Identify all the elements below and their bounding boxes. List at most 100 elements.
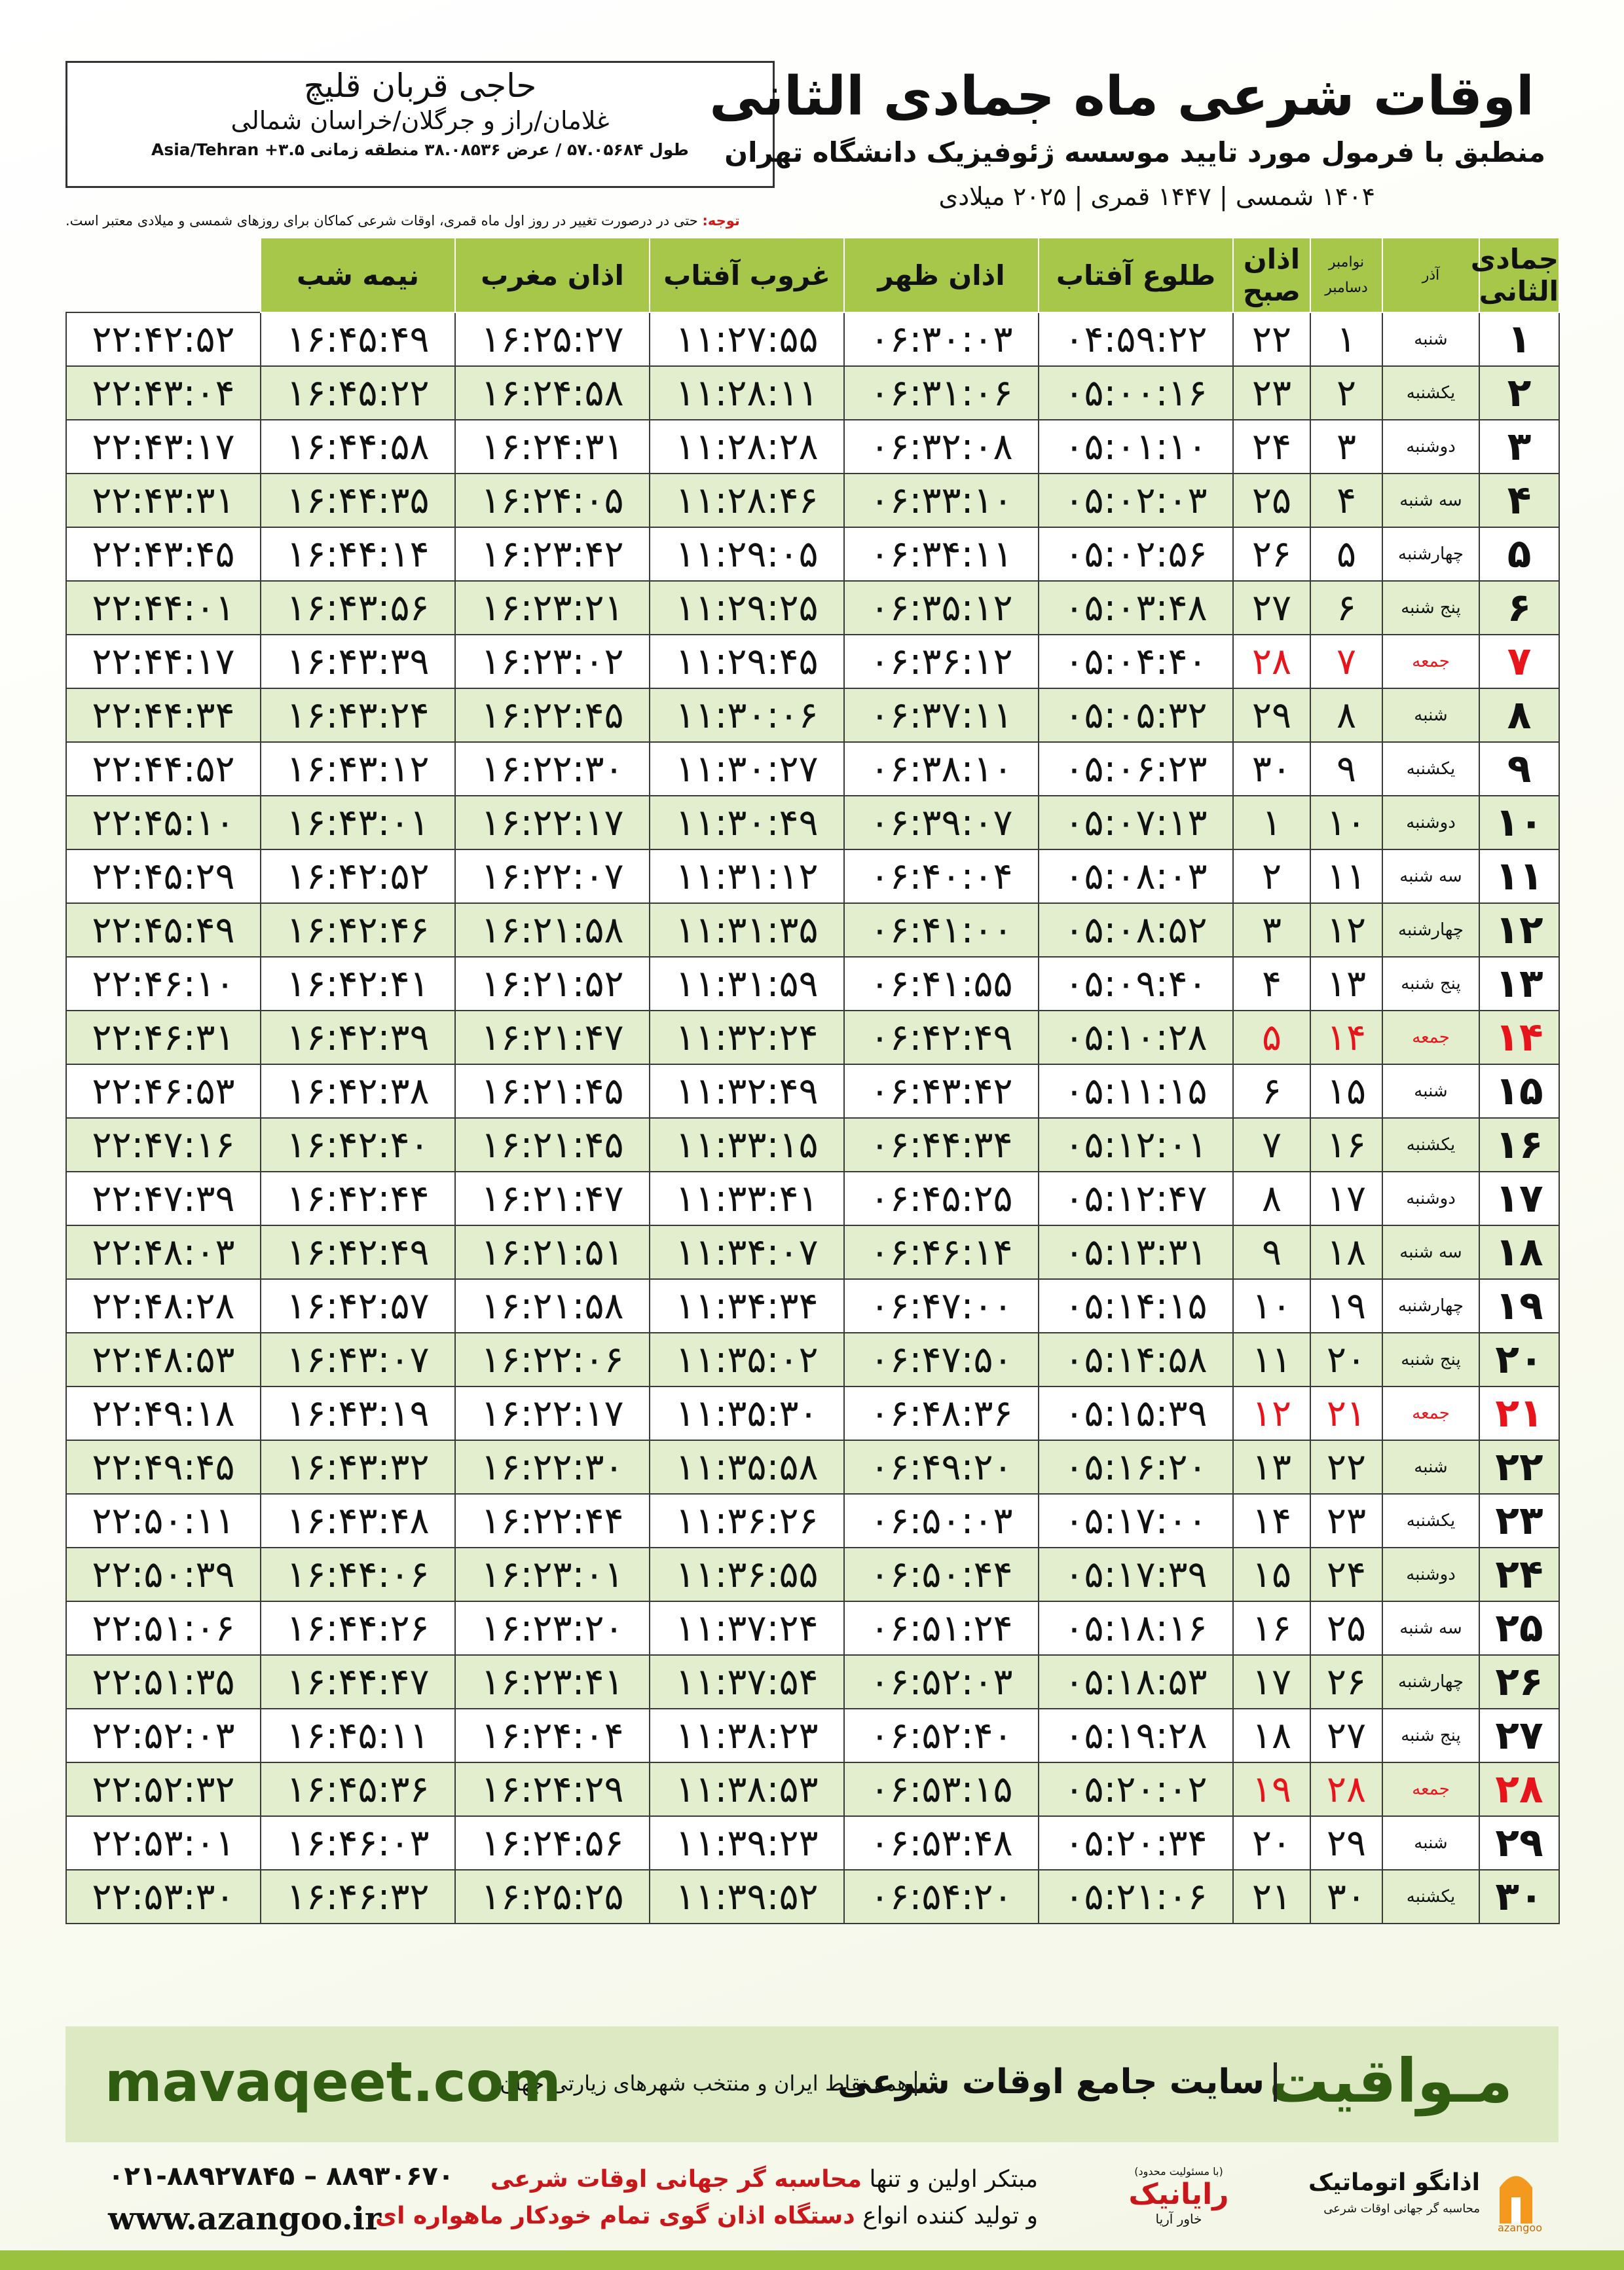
table-cell: ۰۵:۱۱:۱۵	[1038, 1064, 1234, 1119]
table-cell: ۰۴:۵۹:۲۲	[1038, 312, 1234, 367]
table-cell: ۳	[1479, 419, 1560, 474]
table-body: ۱ شنبه ۱ ۲۲ ۰۴:۵۹:۲۲ ۰۶:۳۰:۰۳ ۱۱:۲۷:۵۵ ۱۶:۲۵:۲۷…	[65, 312, 1560, 1924]
table-cell: ۰۶:۴۴:۳۴	[843, 1117, 1039, 1172]
table-cell: شنبه	[1382, 1815, 1480, 1870]
table-cell: ۰۵:۰۲:۰۳	[1038, 473, 1234, 528]
table-cell: ۰۶:۵۳:۱۵	[843, 1762, 1039, 1817]
text: رایانیک	[1128, 2178, 1229, 2211]
table-cell: ۱	[1232, 795, 1311, 850]
table-cell: ۰۶:۴۲:۴۹	[843, 1010, 1039, 1065]
table-cell: ۰۵:۱۲:۴۷	[1038, 1171, 1234, 1226]
table-row: ۲۴ دوشنبه ۲۴ ۱۵ ۰۵:۱۷:۳۹ ۰۶:۵۰:۴۴ ۱۱:۳۶:۵۵ ۱۶:۲…	[65, 1547, 1560, 1602]
table-cell: ۹	[1479, 741, 1560, 796]
table-cell: ۱۶:۴۳:۱۲	[260, 741, 456, 796]
table-cell: ۱۶:۲۵:۲۵	[454, 1869, 650, 1924]
text: دستگاه اذان گوی تمام خودکار ماهواره ای	[375, 2203, 855, 2229]
header-cell: نیمه شب	[260, 237, 456, 313]
table-cell: ۲۲:۴۸:۰۳	[65, 1225, 261, 1280]
table-row: ۲۳ یکشنبه ۲۳ ۱۴ ۰۵:۱۷:۰۰ ۰۶:۵۰:۰۳ ۱۱:۳۶:۲۶ ۱۶:۲…	[65, 1493, 1560, 1548]
table-cell: ۱۶:۲۳:۲۱	[454, 580, 650, 635]
table-row: ۱ شنبه ۱ ۲۲ ۰۴:۵۹:۲۲ ۰۶:۳۰:۰۳ ۱۱:۲۷:۵۵ ۱۶:۲۵:۲۷…	[65, 312, 1560, 367]
table-row: ۲۸ جمعه ۲۸ ۱۹ ۰۵:۲۰:۰۲ ۰۶:۵۳:۱۵ ۱۱:۳۸:۵۳ ۱۶:۲۴:…	[65, 1762, 1560, 1817]
table-cell: ۱۱:۳۱:۱۲	[649, 849, 845, 904]
table-cell: ۲۲:۴۸:۵۳	[65, 1332, 261, 1387]
table-cell: ۵	[1479, 527, 1560, 582]
table-cell: ۱۶:۲۱:۴۵	[454, 1117, 650, 1172]
table-cell: ۱۱:۳۸:۵۳	[649, 1762, 845, 1817]
table-cell: ۰۵:۰۶:۲۳	[1038, 741, 1234, 796]
subtitle: منطبق با فرمول مورد تایید موسسه ژئوفیزیک…	[724, 136, 1545, 168]
bottom-strip	[0, 2250, 1624, 2270]
table-cell: پنج شنبه	[1382, 1332, 1480, 1387]
table-cell: ۲۲	[1310, 1440, 1383, 1495]
table-row: ۲۵ سه شنبه ۲۵ ۱۶ ۰۵:۱۸:۱۶ ۰۶:۵۱:۲۴ ۱۱:۳۷:۲۴ ۱۶:…	[65, 1601, 1560, 1656]
table-cell: ۱۵	[1479, 1064, 1560, 1119]
table-cell: ۰۶:۴۳:۴۲	[843, 1064, 1039, 1119]
table-cell: ۱۶:۴۵:۲۲	[260, 365, 456, 420]
site-desc: همه نقاط ایران و منتخب شهرهای زیارتی جها…	[500, 2071, 917, 2096]
table-cell: ۲۲:۵۲:۰۳	[65, 1708, 261, 1763]
table-cell: دوشنبه	[1382, 1547, 1480, 1602]
table-cell: ۱۱:۳۰:۴۹	[649, 795, 845, 850]
table-cell: یکشنبه	[1382, 1869, 1480, 1924]
table-cell: ۲۷	[1310, 1708, 1383, 1763]
table-cell: سه شنبه	[1382, 849, 1480, 904]
table-cell: ۲۲:۴۷:۳۹	[65, 1171, 261, 1226]
table-cell: ۰۶:۴۷:۰۰	[843, 1278, 1039, 1333]
header-row: جمادی الثانی آذر نوامبر دسامبر اذان صبح طل…	[66, 237, 1560, 313]
table-cell: ۲۵	[1232, 473, 1311, 528]
table-cell: ۲۲:۵۰:۳۹	[65, 1547, 261, 1602]
header-cell: اذان مغرب	[454, 237, 650, 313]
table-cell: ۸	[1310, 688, 1383, 743]
table-cell: ۱۶:۴۲:۴۹	[260, 1225, 456, 1280]
table-cell: ۱۸	[1232, 1708, 1311, 1763]
table-cell: ۲۸	[1232, 634, 1311, 689]
table-cell: ۰۵:۱۴:۱۵	[1038, 1278, 1234, 1333]
table-cell: ۱۶:۴۳:۳۹	[260, 634, 456, 689]
table-cell: ۱۶:۲۴:۵۶	[454, 1815, 650, 1870]
table-cell: ۱۶:۲۳:۰۲	[454, 634, 650, 689]
table-cell: ۰۶:۴۵:۲۵	[843, 1171, 1039, 1226]
table-cell: ۱۶:۲۱:۴۷	[454, 1171, 650, 1226]
header-cell: جمادی الثانی	[1471, 237, 1560, 313]
table-row: ۱۴ جمعه ۱۴ ۵ ۰۵:۱۰:۲۸ ۰۶:۴۲:۴۹ ۱۱:۳۲:۲۴ ۱۶:۲۱:۴…	[65, 1010, 1560, 1065]
table-cell: ۰۶:۳۳:۱۰	[843, 473, 1039, 528]
table-cell: ۱۱:۳۲:۴۹	[649, 1064, 845, 1119]
table-cell: پنج شنبه	[1382, 956, 1480, 1011]
table-cell: ۰۵:۲۰:۳۴	[1038, 1815, 1234, 1870]
table-cell: ۱۶:۴۳:۴۸	[260, 1493, 456, 1548]
table-cell: شنبه	[1382, 312, 1480, 367]
table-cell: ۱۶:۴۴:۱۴	[260, 527, 456, 582]
table-cell: ۰۵:۰۰:۱۶	[1038, 365, 1234, 420]
table-cell: ۲۲:۵۱:۳۵	[65, 1654, 261, 1709]
table-cell: ۱۱:۳۱:۳۵	[649, 902, 845, 958]
table-cell: ۲۲:۵۱:۰۶	[65, 1601, 261, 1656]
table-cell: ۷	[1310, 634, 1383, 689]
table-cell: ۱۶:۴۵:۴۹	[260, 312, 456, 367]
table-row: ۱۶ یکشنبه ۱۶ ۷ ۰۵:۱۲:۰۱ ۰۶:۴۴:۳۴ ۱۱:۳۳:۱۵ ۱۶:۲۱…	[65, 1117, 1560, 1172]
table-row: ۱۱ سه شنبه ۱۱ ۲ ۰۵:۰۸:۰۳ ۰۶:۴۰:۰۴ ۱۱:۳۱:۱۲ ۱۶:۲…	[65, 849, 1560, 904]
table-cell: ۲۲:۴۶:۵۳	[65, 1064, 261, 1119]
table-cell: ۱۱:۲۹:۴۵	[649, 634, 845, 689]
table-cell: ۱۶:۴۲:۵۷	[260, 1278, 456, 1333]
table-cell: پنج شنبه	[1382, 580, 1480, 635]
table-cell: ۱۱:۳۳:۴۱	[649, 1171, 845, 1226]
title: اوقات شرعی ماه جمادی الثانی	[709, 65, 1534, 128]
table-cell: ۸	[1232, 1171, 1311, 1226]
note: توجه: حتی در درصورت تغییر در روز اول ماه…	[65, 213, 786, 229]
table-cell: ۰۵:۱۳:۳۱	[1038, 1225, 1234, 1280]
header-text: دسامبر	[1325, 280, 1368, 296]
table-cell: ۰۶:۵۳:۴۸	[843, 1815, 1039, 1870]
table-cell: ۲۵	[1310, 1601, 1383, 1656]
table-cell: ۱۶:۴۳:۰۷	[260, 1332, 456, 1387]
table-row: ۲۷ پنج شنبه ۲۷ ۱۸ ۰۵:۱۹:۲۸ ۰۶:۵۲:۴۰ ۱۱:۳۸:۲۳ ۱۶…	[65, 1708, 1560, 1763]
table-cell: ۰۶:۳۵:۱۲	[843, 580, 1039, 635]
azangoo-logo: اذانگو اتوماتیک محاسبه گر جهانی اوقات شر…	[1270, 2161, 1545, 2234]
table-cell: ۱۱:۳۹:۵۲	[649, 1869, 845, 1924]
table-cell: ۱۱:۲۹:۲۵	[649, 580, 845, 635]
table-cell: ۲۲:۴۵:۴۹	[65, 902, 261, 958]
brand: مـواقیت	[1268, 2046, 1513, 2116]
table-cell: ۱۰	[1310, 795, 1383, 850]
table-cell: ۲۲:۴۶:۱۰	[65, 956, 261, 1011]
